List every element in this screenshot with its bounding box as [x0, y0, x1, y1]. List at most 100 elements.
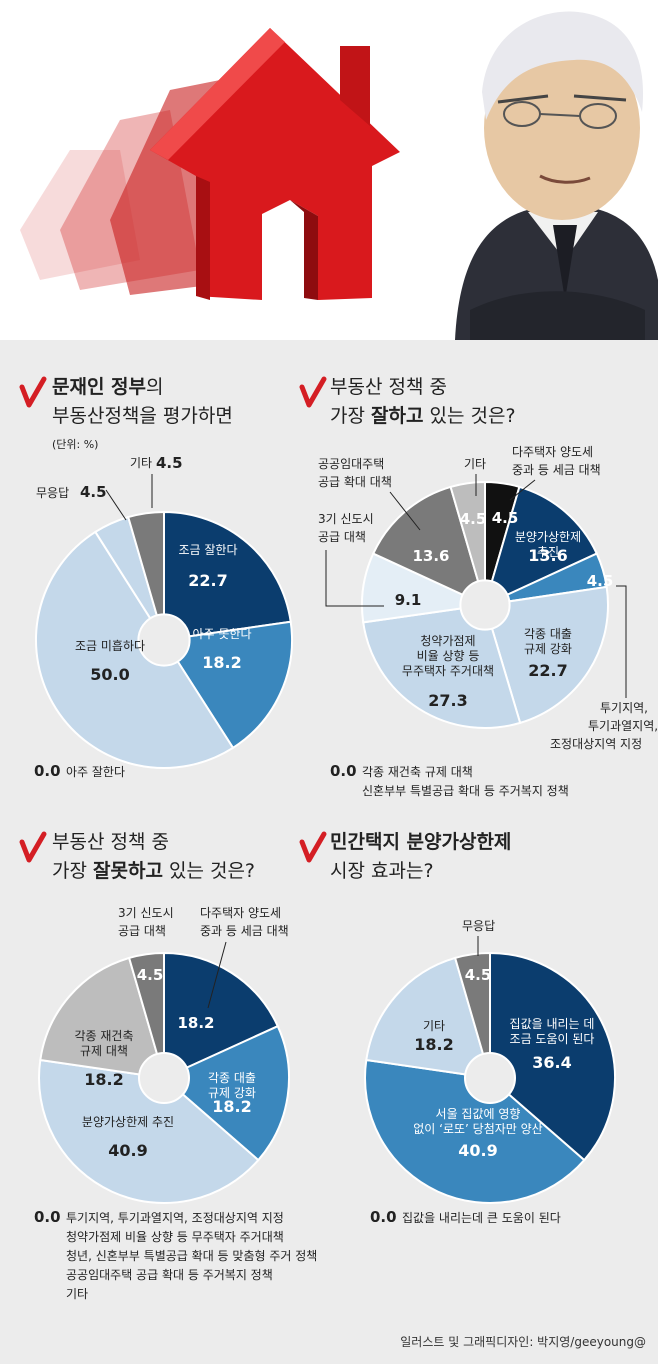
slice-value-3-3: 4.5 — [465, 966, 492, 984]
slice-label-1-1: 분양가상한제 — [515, 530, 581, 544]
slice-label-0-2: 조금 미흡하다 — [75, 639, 145, 653]
pie-slice-0-0 — [163, 510, 292, 642]
checkmark-icon — [299, 831, 327, 863]
leader-line — [325, 550, 384, 607]
slice-label-1-1: 추진 — [537, 545, 559, 559]
slice-label-0-4: 기타 — [130, 456, 152, 470]
chart-title-line2: 가장 잘못하고 있는 것은? — [52, 860, 255, 882]
zero-value: 0.0 — [330, 762, 357, 780]
slice-label-2-1: 각종 대출 — [208, 1071, 256, 1085]
slice-label-1-0: 중과 등 세금 대책 — [512, 462, 601, 477]
slice-label-1-2: 투기지역, — [600, 701, 648, 715]
slice-label-1-4: 청약가점제 — [420, 633, 475, 648]
pie-slice-0-4 — [127, 510, 165, 641]
slice-value-1-5: 9.1 — [395, 591, 422, 609]
credit-text: 일러스트 및 그래픽디자인: 박지영/geeyoung@ — [400, 1335, 646, 1349]
leader-line — [616, 585, 627, 698]
pie-slice-0-2 — [35, 530, 235, 769]
pie-slice-2-4 — [127, 951, 165, 1079]
checkmark-icon — [19, 831, 47, 863]
slice-label-1-3: 각종 대출 — [524, 627, 572, 641]
politician-caricature — [455, 11, 658, 340]
zero-item: 청약가점제 비율 상향 등 무주택자 주거대책 — [66, 1229, 284, 1244]
chart-title: 민간택지 분양가상한제 — [330, 831, 511, 853]
zero-item: 집값을 내리는데 큰 도움이 된다 — [402, 1211, 561, 1225]
pie-slice-0-1 — [162, 620, 293, 750]
zero-value: 0.0 — [34, 1208, 61, 1226]
slice-value-0-0: 22.7 — [188, 571, 227, 590]
slice-label-1-4: 무주택자 주거대책 — [402, 663, 494, 678]
slice-value-0-2: 50.0 — [90, 665, 129, 684]
slice-value-3-0: 36.4 — [532, 1053, 571, 1072]
slice-label-2-3: 규제 대책 — [80, 1043, 128, 1058]
slice-label-2-4: 공급 대책 — [118, 923, 166, 938]
charts-panel: 문재인 정부의 부동산정책을 평가하면 (단위: %) 조금 잘한다 22.7 아주 못한… — [0, 276, 658, 1360]
slice-label-0-3: 무응답 — [36, 486, 69, 500]
slice-value-0-4-out: 4.5 — [156, 454, 183, 472]
zero-item: 신혼부부 특별공급 확대 등 주거복지 정책 — [362, 783, 569, 798]
chart-title: 부동산 정책 중 — [52, 831, 169, 853]
slice-label-3-1: 없이 ‘로또’ 당첨자만 양산 — [413, 1122, 542, 1136]
leader-line — [207, 941, 227, 1009]
slice-label-2-4: 3기 신도시 — [118, 906, 174, 920]
zero-item: 아주 잘한다 — [66, 765, 125, 779]
pie-slice-1-3 — [483, 585, 609, 725]
slice-value-3-1: 40.9 — [458, 1141, 497, 1160]
slice-label-1-6: 공급 확대 대책 — [318, 474, 392, 489]
leader-line — [105, 489, 127, 521]
slice-label-1-4: 비율 상향 등 — [417, 649, 480, 663]
slice-label-1-6: 공공임대주택 — [318, 457, 384, 471]
pie-slice-3-0 — [489, 951, 616, 1162]
slice-label-3-3: 무응답 — [462, 919, 495, 933]
slice-label-0-0: 조금 잘한다 — [178, 543, 237, 557]
illustration-art — [20, 11, 658, 340]
pie-slice-2-1 — [162, 1024, 290, 1162]
slice-value-1-7: 4.5 — [460, 510, 487, 528]
slice-value-1-3: 22.7 — [528, 661, 567, 680]
zero-value: 0.0 — [370, 1208, 397, 1226]
chart-title-line2: 가장 잘하고 있는 것은? — [330, 405, 516, 427]
slice-label-2-2: 분양가상한제 추진 — [82, 1115, 174, 1129]
slice-value-1-6: 13.6 — [412, 547, 449, 565]
pie-hole — [137, 613, 191, 667]
zero-value: 0.0 — [34, 762, 61, 780]
slice-label-1-3: 규제 강화 — [524, 642, 572, 656]
leader-line — [389, 491, 421, 531]
slice-label-3-1: 서울 집값에 영향 — [436, 1107, 521, 1121]
pie-slice-3-2 — [365, 956, 492, 1080]
slice-value-0-1: 18.2 — [202, 653, 241, 672]
zero-item: 청년, 신혼부부 특별공급 확대 등 맞춤형 주거 정책 — [66, 1248, 317, 1263]
slice-value-2-4: 4.5 — [137, 966, 164, 984]
pie-slice-3-3 — [453, 951, 491, 1079]
zero-item: 공공임대주택 공급 확대 등 주거복지 정책 — [66, 1267, 273, 1282]
leader-line — [509, 479, 536, 501]
slice-label-3-2: 기타 — [423, 1019, 445, 1033]
zero-item: 기타 — [66, 1287, 88, 1301]
slice-value-1-1: 13.6 — [528, 546, 567, 565]
house-shadow-icon — [20, 150, 140, 280]
checkmark-icon — [299, 376, 327, 408]
pie-hole — [459, 579, 511, 631]
pie-slice-2-0 — [163, 951, 280, 1080]
chart-title-line2: 시장 효과는? — [330, 860, 434, 882]
slice-value-1-4: 27.3 — [428, 691, 467, 710]
pie-hole — [138, 1052, 190, 1104]
slice-value-2-2: 40.9 — [108, 1141, 147, 1160]
slice-label-3-0: 조금 도움이 된다 — [510, 1032, 595, 1046]
slice-value-2-1: 18.2 — [212, 1097, 251, 1116]
slice-label-2-3: 각종 재건축 — [74, 1029, 133, 1043]
slice-value-2-0: 18.2 — [177, 1014, 214, 1032]
slice-label-1-7: 기타 — [464, 457, 486, 471]
slice-label-1-2: 투기과열지역, — [588, 719, 658, 733]
pie-slice-3-1 — [364, 1058, 586, 1204]
chart-title: 문재인 정부의 — [52, 376, 164, 398]
hero-illustration — [0, 0, 658, 340]
slice-value-2-3: 18.2 — [84, 1070, 123, 1089]
pie-slice-1-6 — [371, 485, 487, 607]
slice-label-1-2: 조정대상지역 지정 — [550, 737, 642, 751]
pie-hole — [464, 1052, 516, 1104]
zero-item: 각종 재건축 규제 대책 — [362, 764, 473, 779]
slice-label-0-1: 아주 못한다 — [192, 627, 251, 641]
zero-item: 투기지역, 투기과열지역, 조정대상지역 지정 — [66, 1211, 284, 1225]
